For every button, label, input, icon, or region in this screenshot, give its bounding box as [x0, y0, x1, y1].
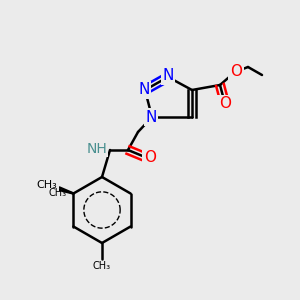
Text: N: N [145, 110, 157, 124]
Text: O: O [230, 64, 242, 79]
Text: O: O [144, 149, 156, 164]
Text: CH₃: CH₃ [48, 188, 67, 197]
Text: CH₃: CH₃ [37, 181, 57, 190]
Text: NH: NH [86, 142, 107, 156]
Text: O: O [219, 97, 231, 112]
Text: CH₃: CH₃ [93, 261, 111, 271]
Text: N: N [162, 68, 174, 83]
Text: N: N [138, 82, 150, 98]
